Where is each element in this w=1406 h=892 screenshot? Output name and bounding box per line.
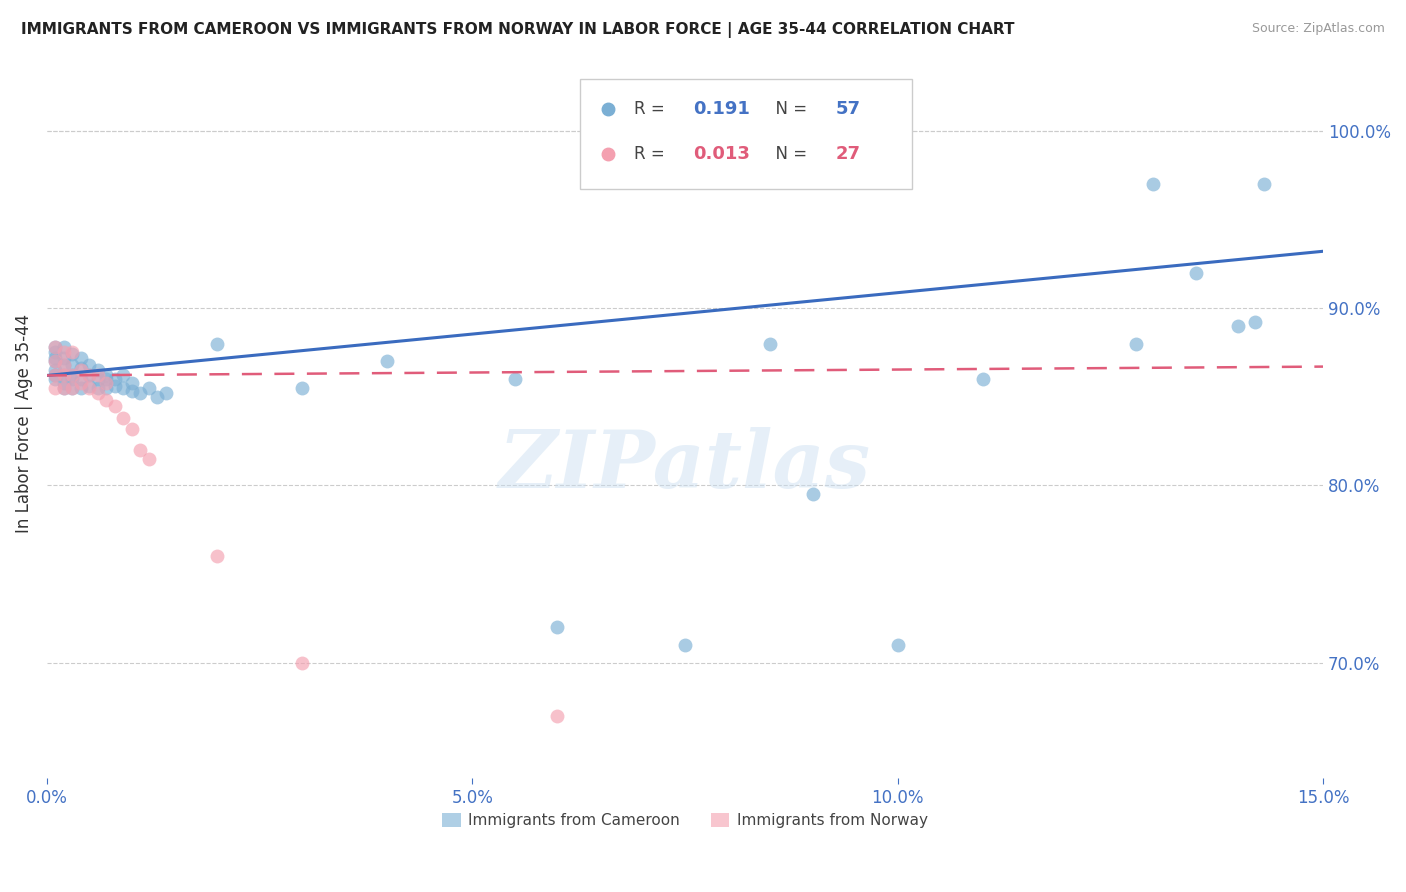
Text: R =: R = (634, 100, 671, 118)
Point (79, 368, 101, 383)
Point (104, 379, 127, 393)
Point (52, 345, 75, 359)
Point (96, 393, 118, 408)
Point (205, 549, 228, 564)
Point (112, 368, 135, 383)
Point (44, 363, 66, 377)
Point (1125, 336, 1147, 351)
Point (121, 376, 143, 390)
Point (62, 347, 84, 361)
Point (87, 363, 110, 377)
Point (87, 372, 110, 386)
Point (972, 372, 994, 386)
Point (546, 709, 568, 723)
Point (52, 368, 75, 383)
Point (291, 381, 314, 395)
Point (1244, 315, 1267, 329)
Point (70, 372, 93, 386)
Point (129, 442, 152, 457)
Point (1184, 266, 1206, 280)
Point (44, 381, 66, 395)
Point (673, 638, 696, 652)
Point (138, 381, 160, 395)
Point (87, 368, 110, 383)
Text: R =: R = (634, 145, 671, 162)
Point (503, 372, 526, 386)
Point (44, 372, 66, 386)
Point (70, 361, 93, 376)
Point (70, 381, 93, 395)
Text: N =: N = (765, 145, 813, 162)
Text: 0.191: 0.191 (693, 100, 749, 118)
Point (121, 422, 143, 436)
Point (79, 368, 101, 383)
Y-axis label: In Labor Force | Age 35-44: In Labor Force | Age 35-44 (15, 314, 32, 533)
Point (138, 451, 160, 466)
Point (44, 340, 66, 354)
Point (52, 358, 75, 372)
Point (62, 381, 84, 395)
Legend: Immigrants from Cameroon, Immigrants from Norway: Immigrants from Cameroon, Immigrants fro… (436, 807, 934, 834)
Point (96, 376, 118, 390)
Point (44, 368, 66, 383)
Point (1142, 177, 1164, 191)
Point (96, 372, 118, 386)
Point (62, 368, 84, 383)
Point (52, 381, 75, 395)
Point (759, 336, 782, 351)
Point (44, 354, 66, 368)
Point (44, 354, 66, 368)
Point (375, 354, 398, 368)
Point (104, 399, 127, 413)
Point (44, 351, 66, 365)
Point (52, 381, 75, 395)
Point (886, 638, 908, 652)
Point (52, 340, 75, 354)
Point (146, 390, 169, 404)
Point (104, 372, 127, 386)
Point (205, 336, 228, 351)
Text: 27: 27 (835, 145, 860, 162)
Point (129, 386, 152, 401)
Point (70, 376, 93, 390)
Text: IMMIGRANTS FROM CAMEROON VS IMMIGRANTS FROM NORWAY IN LABOR FORCE | AGE 35-44 CO: IMMIGRANTS FROM CAMEROON VS IMMIGRANTS F… (21, 22, 1015, 38)
Point (62, 358, 84, 372)
Text: 57: 57 (835, 100, 860, 118)
Point (52, 368, 75, 383)
Point (44, 345, 66, 359)
Point (96, 381, 118, 395)
Point (291, 656, 314, 670)
Point (62, 372, 84, 386)
Point (62, 345, 84, 359)
Point (70, 351, 93, 365)
Point (87, 386, 110, 401)
Text: 0.013: 0.013 (693, 145, 749, 162)
Point (801, 487, 824, 501)
Point (79, 358, 101, 372)
Point (44, 340, 66, 354)
Point (1253, 177, 1275, 191)
Point (62, 381, 84, 395)
Point (79, 381, 101, 395)
Point (155, 386, 177, 401)
Point (44, 368, 66, 383)
Point (87, 381, 110, 395)
Point (52, 358, 75, 372)
Text: N =: N = (765, 100, 813, 118)
Point (52, 376, 75, 390)
Point (52, 351, 75, 365)
Text: ZIPatlas: ZIPatlas (499, 427, 872, 505)
Point (1227, 318, 1250, 333)
Point (112, 411, 135, 425)
Point (62, 368, 84, 383)
Point (112, 381, 135, 395)
Text: Source: ZipAtlas.com: Source: ZipAtlas.com (1251, 22, 1385, 36)
Point (96, 368, 118, 383)
Bar (581, 79, 912, 189)
Point (70, 363, 93, 377)
Point (79, 379, 101, 393)
Point (546, 620, 568, 634)
Point (121, 384, 143, 399)
